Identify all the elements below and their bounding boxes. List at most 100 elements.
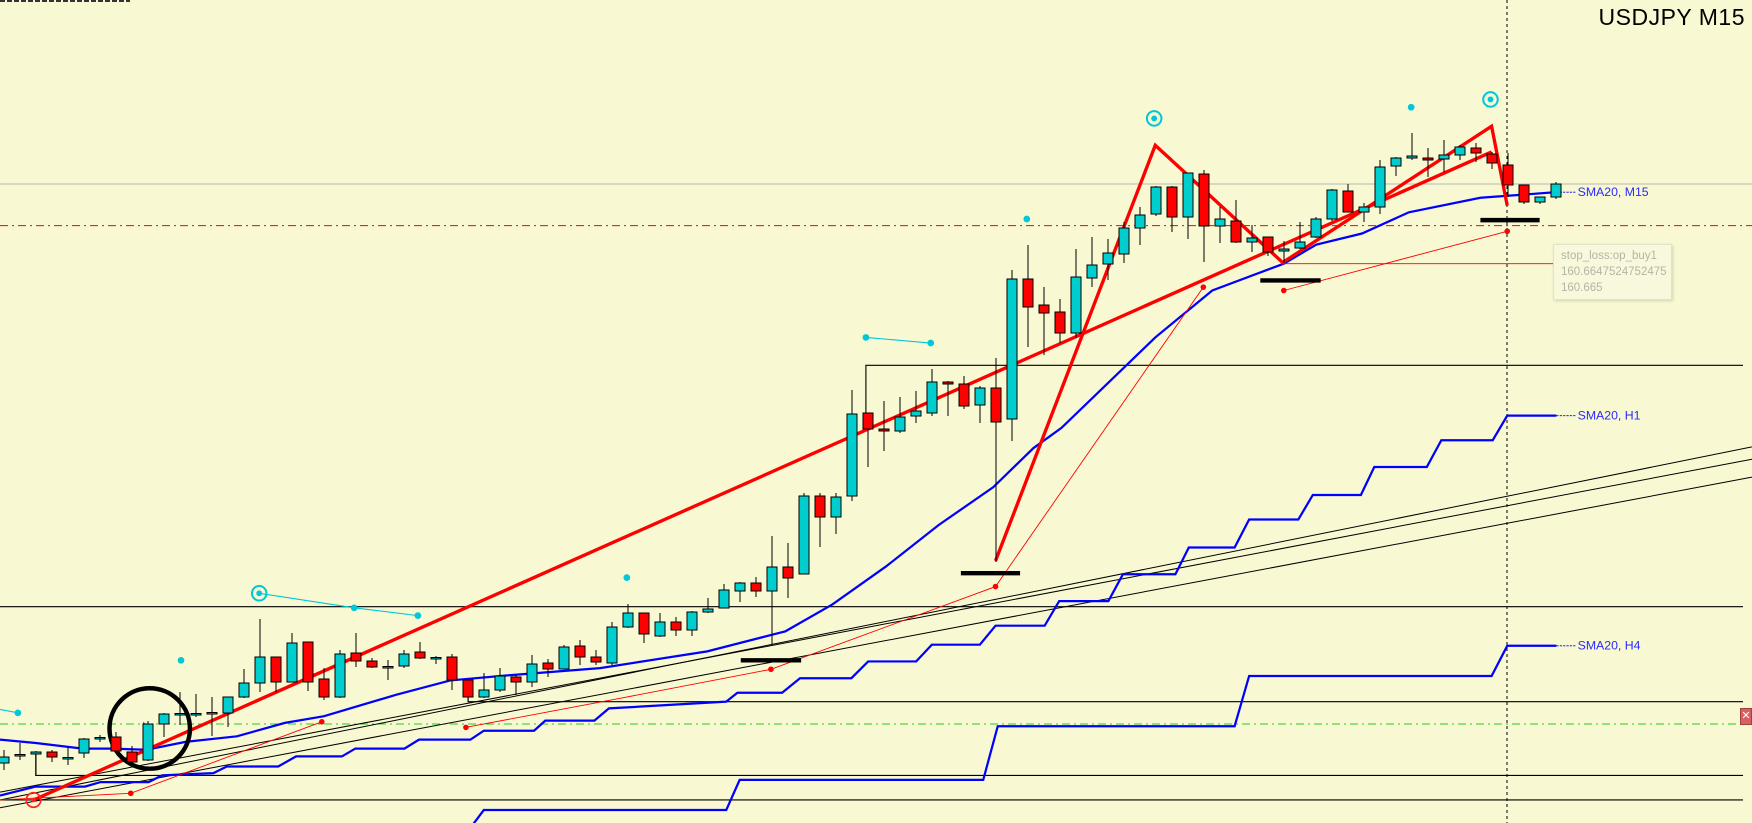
candle [1374,160,1386,214]
candle-body-bull [78,738,90,754]
candle [1054,299,1066,343]
start-target-icon [25,791,42,809]
candle [94,735,106,742]
candle [766,536,778,644]
candle [1342,184,1354,213]
candle [830,493,842,534]
candle [126,746,138,763]
trendline[interactable] [32,150,1493,802]
close-button[interactable]: ✕ [1740,708,1752,725]
candle-body-bull [654,621,666,637]
candle [542,659,554,677]
candle [206,697,218,736]
candle-body-bear [414,651,426,659]
candle-body-bull [1150,186,1162,215]
candle [1534,196,1546,204]
candle [974,386,986,423]
candle [1486,152,1498,169]
candle-body-bear [462,679,474,698]
candle-body-bear [782,566,794,579]
candle-body-bull [526,663,538,683]
candle [158,713,170,737]
candle-body-bear [302,641,314,683]
candle [254,619,266,692]
truncated-header-text [0,0,130,2]
candle [334,650,346,698]
candle-body-bull [974,387,986,406]
candle [382,660,394,680]
candle-body-bull [1326,189,1338,220]
candle [1406,133,1418,160]
candle-body-bear [1198,173,1210,227]
stop-loss-tooltip: stop_loss:op_buy1 160.6647524752475 160.… [1553,244,1672,300]
candle-body-bear [942,381,954,385]
candle [398,650,410,668]
candle [558,645,570,670]
candle [1310,217,1322,238]
candle-body-bull [1118,227,1130,255]
candle-body-bear [958,383,970,407]
candle [1166,186,1178,232]
channel-line [0,476,1752,809]
candle [1038,287,1050,355]
candle-body-bull [718,589,730,609]
candle [30,751,42,775]
candle [62,747,74,765]
candle [462,679,474,702]
channel-line [0,458,1752,793]
zigzag-line[interactable] [993,123,1509,562]
candle-body-bear [814,495,826,518]
candle-body-bear [638,612,650,635]
candle-body-bear [446,656,458,681]
candle-body-bear [110,736,122,752]
candle [654,613,666,637]
candle [718,584,730,609]
candle [494,668,506,692]
candle-body-bull [334,653,346,698]
candle-body-bull [1006,278,1018,420]
candle-body-bear [542,662,554,670]
level-line [467,694,1743,703]
candle [926,369,938,416]
candle-body-bull [926,381,938,414]
candle [1230,200,1242,243]
candle-body-bull [1278,248,1290,252]
candle [142,721,154,761]
candle-body-bull [734,582,746,592]
candle [270,656,282,692]
candle-body-bull [686,611,698,631]
candle [990,358,1002,562]
candle [430,656,442,664]
candle-body-bear [1470,147,1482,154]
candle [1502,153,1514,197]
candle-body-bull [894,416,906,432]
candle [1198,170,1210,262]
candle [590,650,602,665]
candle [78,738,90,758]
candle [1454,145,1466,160]
sma20-m15-line [0,191,1557,751]
candle [0,750,10,770]
tooltip-value: 160.6647524752475 [1561,266,1667,278]
candle-body-bear [1054,311,1066,334]
candle [782,543,794,598]
candle-body-bear [862,412,874,430]
candle [798,493,810,575]
tooltip-label: stop_loss:op_buy1 [1561,250,1657,262]
candle [1086,237,1098,287]
candle-body-bull [222,696,234,714]
candle [846,390,858,501]
candle-body-bear [126,751,138,763]
candle-body-bull [1454,146,1466,156]
candle-body-bull [254,656,266,684]
candle-body-bear [1230,220,1242,243]
candle-body-bear [350,652,362,662]
candle-body-bear [1262,236,1274,253]
candle-body-bull [1374,166,1386,208]
candle [366,658,378,668]
candle-body-bear [1486,153,1498,164]
candle [670,617,682,636]
candle-body-bear [366,660,378,668]
stop-dots [127,228,1511,797]
